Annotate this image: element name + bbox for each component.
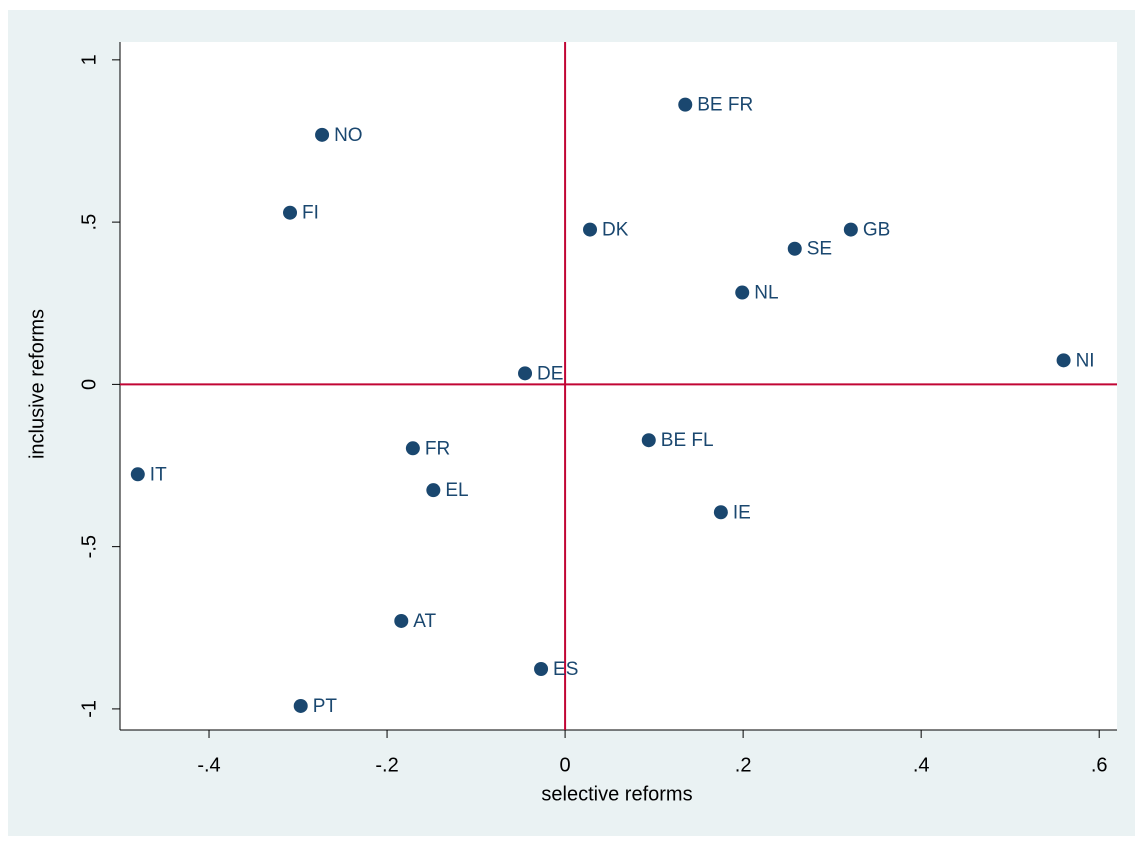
x-tick-label: -.2 <box>375 754 398 776</box>
point <box>283 205 298 220</box>
point-label: NL <box>754 283 778 304</box>
point <box>678 97 693 112</box>
point-label: AT <box>413 611 436 632</box>
y-axis-title: inclusive reforms <box>26 309 48 459</box>
x-tick-label: .4 <box>913 754 930 776</box>
point-label: NI <box>1076 350 1095 371</box>
point <box>1056 353 1071 368</box>
y-tick-label: -.5 <box>78 535 100 558</box>
point <box>518 366 533 381</box>
point <box>394 613 409 628</box>
point <box>293 698 308 713</box>
point <box>583 222 598 237</box>
x-tick-label: .2 <box>735 754 752 776</box>
plot-area <box>120 42 1117 730</box>
point <box>641 433 656 448</box>
point <box>735 285 750 300</box>
y-tick-label: 1 <box>78 54 100 65</box>
x-axis-title: selective reforms <box>541 783 692 805</box>
point <box>405 441 420 456</box>
point-label: PT <box>313 696 338 717</box>
point-label: GB <box>863 220 890 241</box>
point <box>130 467 145 482</box>
x-tick-label: .6 <box>1091 754 1108 776</box>
point-label: IE <box>733 502 751 523</box>
point-label: IT <box>150 464 167 485</box>
y-tick-label: -1 <box>78 700 100 718</box>
point <box>534 661 549 676</box>
point <box>315 127 330 142</box>
point-label: FI <box>302 203 319 224</box>
point-label: BE FR <box>697 95 753 116</box>
point-label: NO <box>334 125 363 146</box>
y-tick-label: 0 <box>78 379 100 390</box>
point <box>713 505 728 520</box>
x-tick-label: -.4 <box>197 754 220 776</box>
point <box>426 483 441 498</box>
point-label: DK <box>602 220 629 241</box>
point-label: FR <box>425 438 450 459</box>
point <box>787 241 802 256</box>
y-tick-label: .5 <box>78 214 100 231</box>
point-label: BE FL <box>661 430 714 451</box>
x-tick-label: 0 <box>560 754 571 776</box>
point-label: EL <box>445 480 468 501</box>
point <box>843 222 858 237</box>
point-label: SE <box>807 239 832 260</box>
point-label: ES <box>553 659 578 680</box>
point-label: DE <box>537 363 563 384</box>
